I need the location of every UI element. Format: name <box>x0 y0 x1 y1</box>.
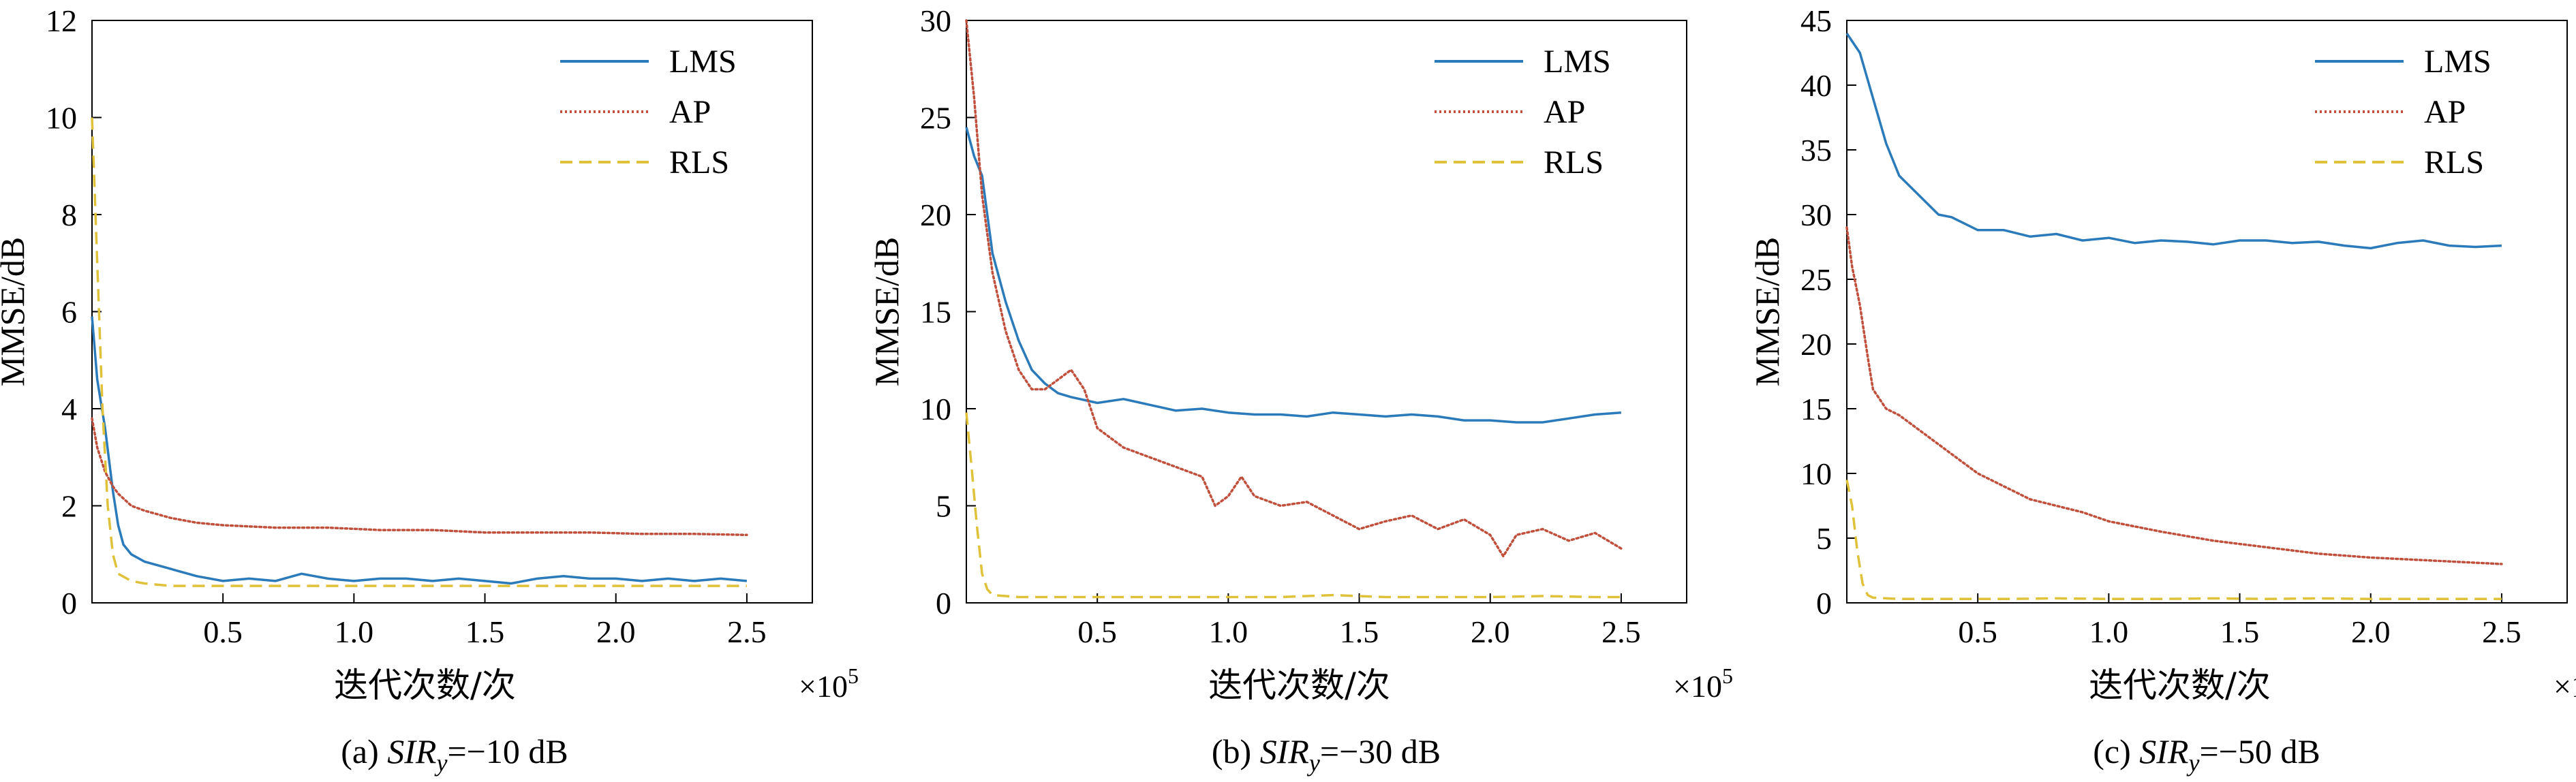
x-multiplier-exponent: 5 <box>848 663 859 688</box>
panel-0: 0.5 1.0 1.5 2.0 2.5 0 2 4 6 8 10 12 LMS AP RLS MMSE/dB 迭… <box>0 3 859 777</box>
legend-label-rls: RLS <box>1544 144 1604 181</box>
y-axis-label: MMSE/dB <box>1748 237 1786 387</box>
panel-1: 0.5 1.0 1.5 2.0 2.5 0 5 10 15 20 25 30 LMS AP RLS MMSE/… <box>868 3 1733 777</box>
x-tick-label: 0.5 <box>203 614 243 649</box>
series-line-ap <box>91 417 748 537</box>
y-tick-label: 0 <box>1816 586 1832 621</box>
series-line-lms <box>1845 33 2502 250</box>
y-tick-label: 25 <box>1800 262 1832 297</box>
x-axis-label: 迭代次数/次 <box>2089 666 2271 705</box>
x-axis-label: 迭代次数/次 <box>1208 666 1390 705</box>
x-tick-label: 1.5 <box>2220 614 2260 649</box>
x-tick-label: 1.0 <box>335 614 374 649</box>
series-line-lms <box>91 316 748 585</box>
x-tick-label: 1.0 <box>1209 614 1248 649</box>
caption-variable: SIR <box>2139 732 2188 770</box>
legend-label-rls: RLS <box>669 144 729 181</box>
x-tick-label: 2.0 <box>1471 614 1510 649</box>
x-axis-label: 迭代次数/次 <box>334 666 516 705</box>
y-tick-label: 0 <box>936 586 951 621</box>
y-tick-label: 15 <box>1800 392 1832 426</box>
x-tick-label: 2.5 <box>727 614 767 649</box>
y-tick-label: 20 <box>920 198 951 232</box>
caption-prefix: (b) <box>1212 732 1260 770</box>
caption-variable: SIR <box>387 732 436 770</box>
y-tick-label: 25 <box>920 101 951 136</box>
y-tick-label: 12 <box>46 3 77 38</box>
y-tick-label: 30 <box>920 3 951 38</box>
x-multiplier: ×105 <box>2554 663 2576 704</box>
y-tick-label: 45 <box>1800 3 1832 38</box>
y-tick-label: 10 <box>1800 456 1832 491</box>
legend-label-lms: LMS <box>669 44 737 80</box>
y-tick-label: 2 <box>61 489 77 524</box>
legend-label-ap: AP <box>2424 94 2466 130</box>
y-tick-label: 6 <box>61 295 77 330</box>
x-tick-label: 2.0 <box>2351 614 2391 649</box>
x-tick-label: 1.5 <box>465 614 505 649</box>
panel-caption: (c) SIRy=−50 dB <box>2093 732 2320 777</box>
x-multiplier-exponent: 5 <box>1722 663 1733 688</box>
panel-2: 0.5 1.0 1.5 2.0 2.5 0 5 10 15 20 25 30 35 40 45 LMS AP RL… <box>1748 3 2576 777</box>
x-tick-label: 0.5 <box>1077 614 1117 649</box>
x-tick-label: 1.5 <box>1340 614 1379 649</box>
caption-suffix: =−50 dB <box>2199 732 2320 770</box>
y-tick-label: 35 <box>1800 133 1832 168</box>
x-multiplier-base: ×10 <box>799 669 848 704</box>
series-line-lms <box>965 127 1622 424</box>
legend-label-ap: AP <box>1544 94 1585 130</box>
caption-variable: SIR <box>1260 732 1309 770</box>
caption-suffix: =−30 dB <box>1320 732 1441 770</box>
caption-prefix: (a) <box>341 732 387 770</box>
plot-frame <box>1846 20 2568 604</box>
caption-suffix: =−10 dB <box>447 732 568 770</box>
y-tick-label: 5 <box>1816 521 1832 556</box>
y-tick-label: 8 <box>61 198 77 232</box>
y-tick-label: 10 <box>46 101 77 136</box>
y-tick-label: 0 <box>61 586 77 621</box>
x-tick-label: 2.5 <box>1601 614 1641 649</box>
x-tick-label: 2.0 <box>596 614 636 649</box>
x-tick-label: 1.0 <box>2089 614 2129 649</box>
caption-subscript: y <box>434 749 447 777</box>
legend-label-lms: LMS <box>2424 44 2491 80</box>
caption-prefix: (c) <box>2093 732 2139 770</box>
x-multiplier-base: ×10 <box>1673 669 1722 704</box>
y-tick-label: 4 <box>61 392 77 426</box>
caption-subscript: y <box>1307 749 1320 777</box>
series-line-ap <box>1845 226 2503 565</box>
panel-caption: (b) SIRy=−30 dB <box>1212 732 1441 777</box>
x-multiplier-base: ×10 <box>2554 669 2576 704</box>
y-tick-label: 10 <box>920 392 951 426</box>
series-line-rls <box>965 412 1621 599</box>
x-tick-label: 2.5 <box>2482 614 2521 649</box>
caption-subscript: y <box>2186 749 2199 777</box>
y-tick-label: 30 <box>1800 198 1832 232</box>
legend-label-rls: RLS <box>2424 144 2484 181</box>
x-multiplier: ×105 <box>799 663 859 704</box>
legend-label-lms: LMS <box>1544 44 1611 80</box>
series-line-rls <box>91 117 747 587</box>
y-tick-label: 5 <box>936 489 951 524</box>
series-line-ap <box>965 19 1623 558</box>
x-multiplier: ×105 <box>1673 663 1733 704</box>
x-tick-label: 0.5 <box>1958 614 1997 649</box>
y-axis-label: MMSE/dB <box>868 237 906 387</box>
series-line-rls <box>1845 480 2502 601</box>
legend-label-ap: AP <box>669 94 711 130</box>
y-axis-label: MMSE/dB <box>0 237 31 387</box>
panel-caption: (a) SIRy=−10 dB <box>341 732 568 777</box>
y-tick-label: 15 <box>920 295 951 330</box>
y-tick-label: 20 <box>1800 327 1832 362</box>
y-tick-label: 40 <box>1800 68 1832 103</box>
